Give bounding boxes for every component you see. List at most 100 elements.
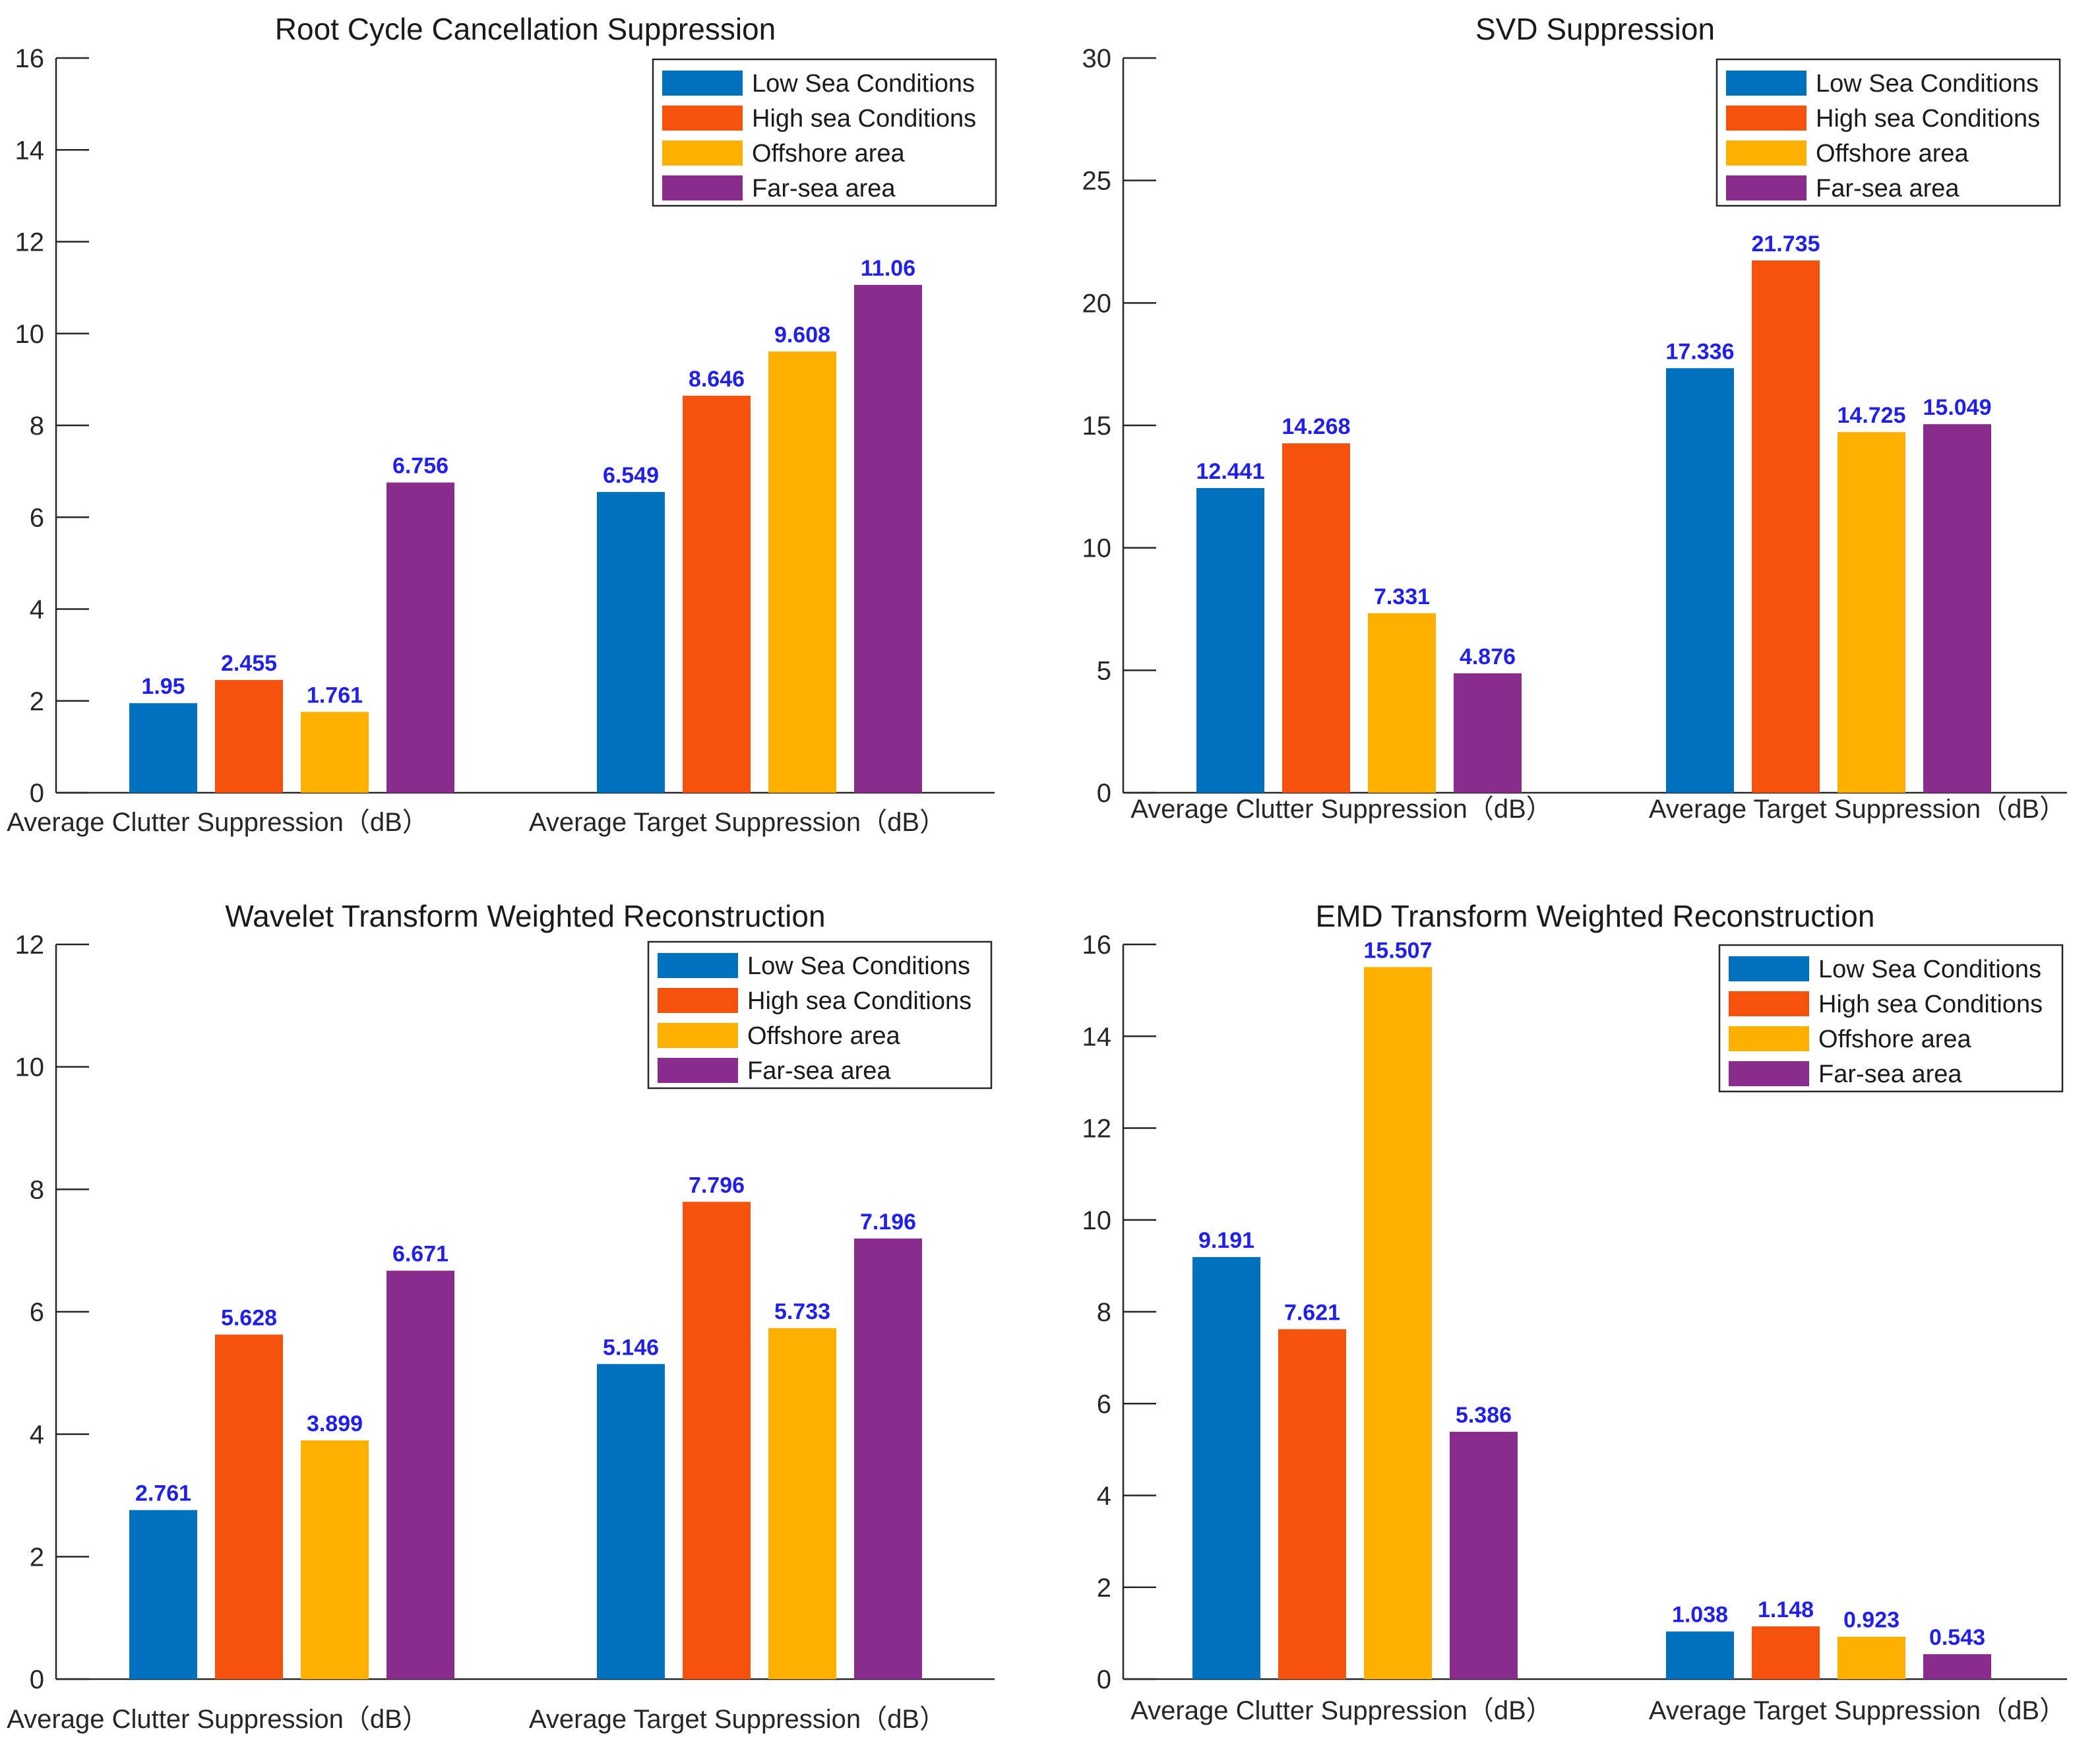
data-label: 5.733	[774, 1299, 830, 1324]
chart-title: EMD Transform Weighted Reconstruction	[1316, 899, 1875, 933]
y-tick-label: 12	[15, 931, 45, 960]
bar	[768, 1328, 836, 1679]
y-tick-label: 5	[1097, 656, 1111, 685]
legend-swatch	[1729, 956, 1809, 981]
legend-swatch	[658, 1023, 738, 1048]
y-tick-label: 14	[15, 136, 45, 165]
data-label: 7.796	[689, 1173, 745, 1198]
data-label: 5.628	[221, 1306, 277, 1331]
data-label: 1.148	[1758, 1597, 1814, 1622]
legend: Low Sea Conditions High sea Conditions Off…	[1715, 58, 2061, 207]
y-tick-label: 12	[15, 228, 45, 257]
bar	[1364, 967, 1432, 1679]
data-label: 7.196	[860, 1210, 916, 1235]
bar	[215, 680, 283, 793]
bar	[1923, 1654, 1991, 1679]
bar	[1752, 260, 1820, 793]
y-tick-label: 6	[1097, 1390, 1111, 1419]
bar	[854, 284, 922, 793]
data-label: 15.049	[1923, 395, 1992, 420]
data-label: 12.441	[1196, 459, 1265, 484]
y-tick-label: 0	[30, 779, 44, 808]
bar	[1196, 488, 1264, 793]
legend: Low Sea Conditions High sea Conditions Off…	[647, 940, 993, 1090]
legend-label: Far-sea area	[1818, 1060, 1962, 1088]
y-tick-label: 8	[30, 412, 44, 441]
data-label: 2.455	[221, 651, 277, 676]
bar	[1192, 1257, 1260, 1679]
x-category-label: Average Clutter Suppression（dB）	[7, 1705, 429, 1734]
y-tick-label: 20	[1082, 289, 1112, 318]
legend-label: High sea Conditions	[1818, 991, 2043, 1018]
y-tick-label: 6	[30, 503, 44, 532]
y-tick-label: 16	[1082, 931, 1112, 960]
data-label: 5.146	[603, 1335, 659, 1360]
data-label: 5.386	[1456, 1403, 1512, 1428]
x-category-label: Average Clutter Suppression（dB）	[7, 808, 429, 837]
chart-panel-1: Root Cycle Cancellation Suppression 0 2 4 6 8…	[7, 12, 997, 837]
legend-swatch	[662, 140, 743, 166]
bar	[386, 1270, 454, 1679]
legend-label: Offshore area	[747, 1022, 901, 1050]
y-tick-label: 0	[1097, 779, 1111, 808]
bar	[1278, 1329, 1346, 1679]
y-tick-label: 25	[1082, 167, 1112, 196]
data-label: 6.549	[603, 463, 659, 488]
x-category-label: Average Target Suppression（dB）	[1649, 795, 2066, 824]
data-label: 9.191	[1198, 1228, 1254, 1253]
data-label: 0.923	[1843, 1608, 1899, 1633]
legend-label: Offshore area	[752, 140, 906, 168]
bar	[1368, 613, 1436, 793]
bar	[301, 712, 369, 793]
legend-swatch	[1726, 175, 1807, 200]
data-label: 14.268	[1282, 414, 1351, 439]
data-label: 7.331	[1374, 584, 1430, 609]
legend-label: Low Sea Conditions	[752, 70, 975, 98]
legend-swatch	[662, 175, 743, 200]
legend-label: Low Sea Conditions	[1818, 956, 2041, 983]
y-tick-label: 8	[1097, 1298, 1111, 1327]
data-label: 14.725	[1838, 403, 1906, 428]
legend-swatch	[658, 988, 738, 1013]
data-label: 2.761	[135, 1481, 191, 1506]
legend-label: High sea Conditions	[1816, 105, 2040, 133]
data-label: 9.608	[774, 323, 830, 348]
legend-swatch	[1729, 1026, 1809, 1051]
y-tick-label: 12	[1082, 1115, 1112, 1144]
y-tick-label: 10	[1082, 534, 1112, 563]
y-tick-label: 14	[1082, 1022, 1112, 1051]
bar	[1838, 432, 1905, 793]
legend-label: Offshore area	[1818, 1026, 1972, 1053]
bar	[683, 1202, 751, 1679]
legend-swatch	[662, 106, 743, 131]
bar	[1454, 673, 1522, 793]
legend: Low Sea Conditions High sea Conditions Off…	[652, 58, 997, 207]
data-label: 1.95	[141, 674, 185, 699]
y-tick-label: 30	[1082, 44, 1112, 73]
legend-label: Far-sea area	[1816, 175, 1960, 202]
bar	[1666, 1631, 1734, 1679]
chart-panel-2: SVD Suppression 0 5 10 15 20 25 30 Average Clutt…	[1082, 12, 2067, 824]
legend: Low Sea Conditions High sea Conditions Off…	[1718, 944, 2064, 1093]
x-category-label: Average Clutter Suppression（dB）	[1130, 1696, 1553, 1725]
data-label: 7.621	[1284, 1300, 1340, 1325]
chart-panel-3: Wavelet Transform Weighted Reconstructio…	[7, 899, 995, 1734]
data-label: 1.761	[307, 683, 363, 708]
data-label: 4.876	[1460, 644, 1516, 669]
data-label: 6.671	[392, 1242, 448, 1267]
data-label: 6.756	[392, 454, 448, 479]
y-tick-label: 4	[1097, 1482, 1111, 1511]
legend-label: Far-sea area	[747, 1057, 891, 1085]
data-label: 0.543	[1929, 1625, 1985, 1650]
y-tick-label: 0	[1097, 1665, 1111, 1694]
legend-swatch	[1726, 71, 1807, 96]
bar	[1838, 1636, 1905, 1679]
legend-label: High sea Conditions	[752, 105, 976, 133]
legend-swatch	[1726, 140, 1807, 166]
legend-swatch	[1729, 991, 1809, 1016]
x-category-label: Average Target Suppression（dB）	[1649, 1696, 2066, 1725]
y-tick-label: 6	[30, 1298, 44, 1327]
y-tick-label: 2	[1097, 1574, 1111, 1603]
y-tick-label: 4	[30, 596, 44, 625]
legend-swatch	[662, 71, 743, 96]
